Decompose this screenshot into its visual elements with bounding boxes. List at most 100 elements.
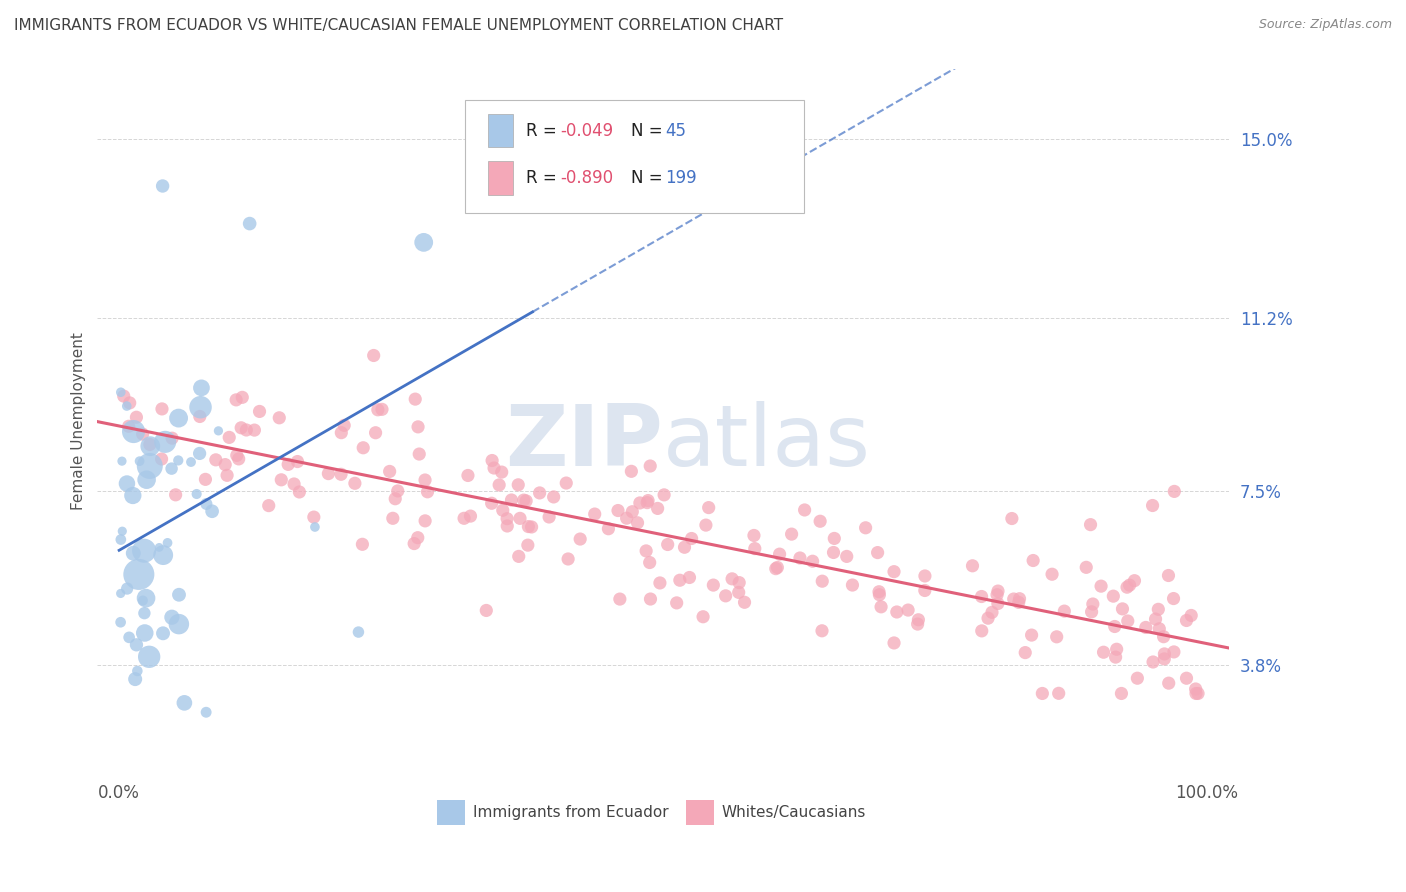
Point xyxy=(225,448,247,462)
Point xyxy=(866,545,889,559)
Point xyxy=(249,404,271,418)
FancyBboxPatch shape xyxy=(488,113,513,147)
Point xyxy=(352,441,374,455)
Point xyxy=(115,399,138,413)
Point xyxy=(488,478,510,492)
Point xyxy=(970,590,993,604)
Point xyxy=(1142,655,1164,669)
Point xyxy=(868,588,890,602)
Point xyxy=(318,467,340,481)
Point xyxy=(111,454,134,468)
Point xyxy=(496,519,519,533)
Point xyxy=(1008,595,1031,609)
Point xyxy=(1149,622,1171,636)
Point xyxy=(1180,608,1202,623)
Point xyxy=(239,217,262,231)
Point xyxy=(768,547,790,561)
FancyBboxPatch shape xyxy=(488,161,513,194)
Point xyxy=(855,521,877,535)
Point xyxy=(413,514,436,528)
Point xyxy=(125,638,148,652)
Point xyxy=(118,419,141,434)
Point xyxy=(188,446,211,460)
Point xyxy=(981,605,1004,619)
Point xyxy=(287,454,309,468)
Point xyxy=(620,464,643,478)
Point xyxy=(907,617,929,632)
Point xyxy=(621,505,644,519)
Point xyxy=(669,573,692,587)
Point xyxy=(870,599,893,614)
Point xyxy=(217,468,239,483)
Point xyxy=(637,493,659,508)
Point xyxy=(481,496,503,510)
Point xyxy=(529,486,551,500)
Point xyxy=(214,458,236,472)
Point xyxy=(702,578,724,592)
Point xyxy=(616,511,638,525)
Point xyxy=(569,532,592,546)
Point xyxy=(153,434,176,449)
Point xyxy=(201,504,224,518)
Point xyxy=(195,705,218,719)
Point xyxy=(607,503,630,517)
Point xyxy=(330,467,353,482)
Point xyxy=(1080,517,1102,532)
Point xyxy=(277,458,299,472)
Point xyxy=(122,546,145,560)
Point xyxy=(115,476,138,491)
Point xyxy=(538,510,561,524)
Point xyxy=(225,392,247,407)
Point xyxy=(695,518,717,533)
Point xyxy=(907,613,929,627)
Point xyxy=(1123,574,1146,588)
Point xyxy=(823,532,845,546)
Point xyxy=(122,425,145,439)
Point xyxy=(515,494,537,508)
Point xyxy=(823,545,845,559)
Point xyxy=(491,465,513,479)
Point xyxy=(897,603,920,617)
Point xyxy=(475,603,498,617)
Point xyxy=(132,543,155,558)
Point xyxy=(598,522,620,536)
Point xyxy=(408,447,430,461)
Point xyxy=(134,626,156,640)
Point xyxy=(962,558,984,573)
Point xyxy=(765,562,787,576)
Point xyxy=(384,491,406,506)
Y-axis label: Female Unemployment: Female Unemployment xyxy=(72,332,86,510)
Point xyxy=(638,556,661,570)
Text: -0.049: -0.049 xyxy=(560,121,613,139)
Point xyxy=(131,427,153,442)
Point xyxy=(406,531,429,545)
Point xyxy=(381,511,404,525)
Point xyxy=(270,473,292,487)
Point xyxy=(647,501,669,516)
Point xyxy=(1116,614,1139,628)
Point xyxy=(987,597,1010,611)
Text: Source: ZipAtlas.com: Source: ZipAtlas.com xyxy=(1258,18,1392,31)
Point xyxy=(1163,645,1185,659)
Text: 199: 199 xyxy=(665,169,697,186)
Point xyxy=(520,520,543,534)
Point xyxy=(914,583,936,598)
Text: ZIP: ZIP xyxy=(505,401,664,483)
Point xyxy=(195,497,218,511)
Point xyxy=(347,625,370,640)
Point xyxy=(148,541,170,555)
Point xyxy=(1153,630,1175,644)
Point xyxy=(681,532,703,546)
Text: Whites/Caucasians: Whites/Caucasians xyxy=(721,805,866,820)
Point xyxy=(543,490,565,504)
Point xyxy=(235,423,257,437)
Point xyxy=(1175,671,1198,685)
Text: IMMIGRANTS FROM ECUADOR VS WHITE/CAUCASIAN FEMALE UNEMPLOYMENT CORRELATION CHART: IMMIGRANTS FROM ECUADOR VS WHITE/CAUCASI… xyxy=(14,18,783,33)
Point xyxy=(986,588,1008,602)
Point xyxy=(127,664,149,678)
Point xyxy=(160,610,183,624)
Point xyxy=(1111,686,1133,700)
Point xyxy=(1002,592,1025,607)
Point xyxy=(150,401,173,416)
Point xyxy=(150,452,173,467)
